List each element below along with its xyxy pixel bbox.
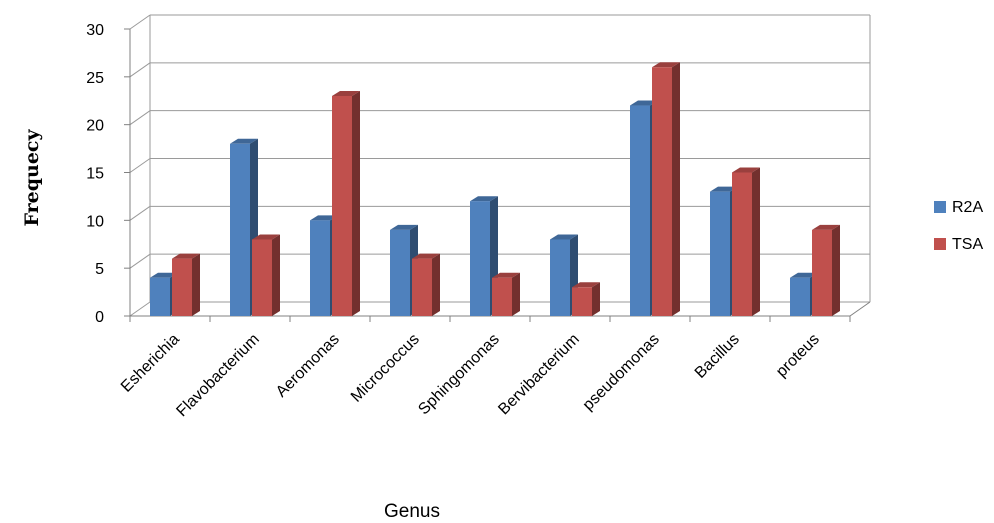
bar-front — [252, 239, 272, 316]
bar-tsa-proteus — [812, 224, 840, 316]
bar-tsa-flavobacterium — [252, 234, 280, 316]
floor-right-edge — [849, 301, 871, 317]
bar-side — [832, 224, 840, 316]
y-tick-label: 15 — [86, 166, 104, 183]
y-tick-labels: 0 5 10 15 20 25 30 — [86, 22, 104, 326]
x-tick-label: Flavobacterium — [173, 331, 262, 420]
y-tick-label: 20 — [86, 118, 104, 135]
legend-swatch-r2a — [934, 201, 946, 213]
bar-top — [310, 215, 338, 221]
gridline-side — [129, 158, 151, 173]
x-tick-label: Bervibacterium — [495, 331, 582, 418]
bar-top — [412, 253, 440, 259]
gridline-side — [129, 205, 151, 221]
bar-front — [412, 258, 432, 316]
y-tick-label: 10 — [86, 213, 104, 230]
bar-top — [790, 272, 818, 278]
bar-front — [652, 67, 672, 317]
legend-label-tsa: TSA — [952, 236, 983, 253]
bar-top — [492, 272, 520, 278]
bar-tsa-bacillus — [732, 167, 760, 316]
bar-front — [310, 220, 330, 316]
bar-top — [630, 100, 658, 106]
legend: R2A TSA — [934, 199, 983, 253]
bar-front — [550, 239, 570, 316]
bar-top — [572, 282, 600, 288]
bar-tsa-micrococcus — [412, 253, 440, 316]
bar-side — [272, 234, 280, 316]
y-tick-label: 5 — [95, 261, 104, 278]
bar-front — [230, 143, 250, 316]
bar-top — [652, 62, 680, 68]
bar-side — [192, 253, 200, 316]
x-tick-label: pseudomonas — [580, 331, 663, 414]
bar-front — [732, 172, 752, 316]
bars — [150, 62, 840, 317]
bar-tsa-pseudomonas — [652, 62, 680, 317]
x-tick-label: proteus — [773, 331, 823, 381]
bar-top — [332, 90, 360, 96]
bar-side — [432, 253, 440, 316]
bar-side — [592, 282, 600, 316]
x-tick-label: Esherichia — [118, 331, 183, 396]
gridline-side — [129, 14, 151, 30]
x-tick-label: Bacillus — [692, 331, 743, 382]
x-axis-label: Genus — [384, 501, 440, 522]
bar-tsa-aeromonas — [332, 90, 360, 316]
bar-top — [390, 224, 418, 230]
bar-front — [150, 277, 170, 316]
bar-front — [630, 105, 650, 317]
gridline-side — [129, 301, 151, 317]
legend-label-r2a: R2A — [952, 199, 983, 216]
bar-top — [732, 167, 760, 173]
bar-tsa-esherichia — [172, 253, 200, 316]
bar-tsa-bervibacterium — [572, 282, 600, 316]
bar-side — [672, 62, 680, 317]
bar-r2a-bervibacterium — [550, 234, 578, 316]
x-tick-label: Micrococcus — [348, 331, 423, 406]
y-tick-label: 25 — [86, 70, 104, 87]
x-tick-label: Sphingomonas — [415, 331, 503, 419]
bar-front — [492, 277, 512, 316]
bar-side — [352, 90, 360, 316]
y-tick-label: 0 — [95, 309, 104, 326]
bar-top — [230, 138, 258, 144]
y-tick-label: 30 — [86, 22, 104, 39]
bar-side — [512, 272, 520, 316]
legend-swatch-tsa — [934, 238, 946, 250]
bar-front — [470, 201, 490, 316]
bar-front — [710, 191, 730, 316]
bar-top — [150, 272, 178, 278]
bar-top — [172, 253, 200, 259]
gridline-side — [129, 110, 151, 126]
bar-front — [812, 229, 832, 316]
gridline-side — [129, 253, 151, 269]
bar-tsa-sphingomonas — [492, 272, 520, 316]
bar-front — [332, 95, 352, 316]
bar-front — [390, 229, 410, 316]
bar-top — [470, 196, 498, 202]
bar-front — [572, 287, 592, 316]
bar-top — [710, 186, 738, 192]
x-tick-label: Aeromonas — [273, 331, 343, 401]
bar-front — [790, 277, 810, 316]
bar-front — [172, 258, 192, 316]
gridline-side — [129, 62, 151, 78]
bar-top — [812, 224, 840, 230]
y-axis-label: Frequecy — [21, 129, 43, 227]
bar-top — [252, 234, 280, 240]
bar-top — [550, 234, 578, 240]
bar-side — [752, 167, 760, 316]
